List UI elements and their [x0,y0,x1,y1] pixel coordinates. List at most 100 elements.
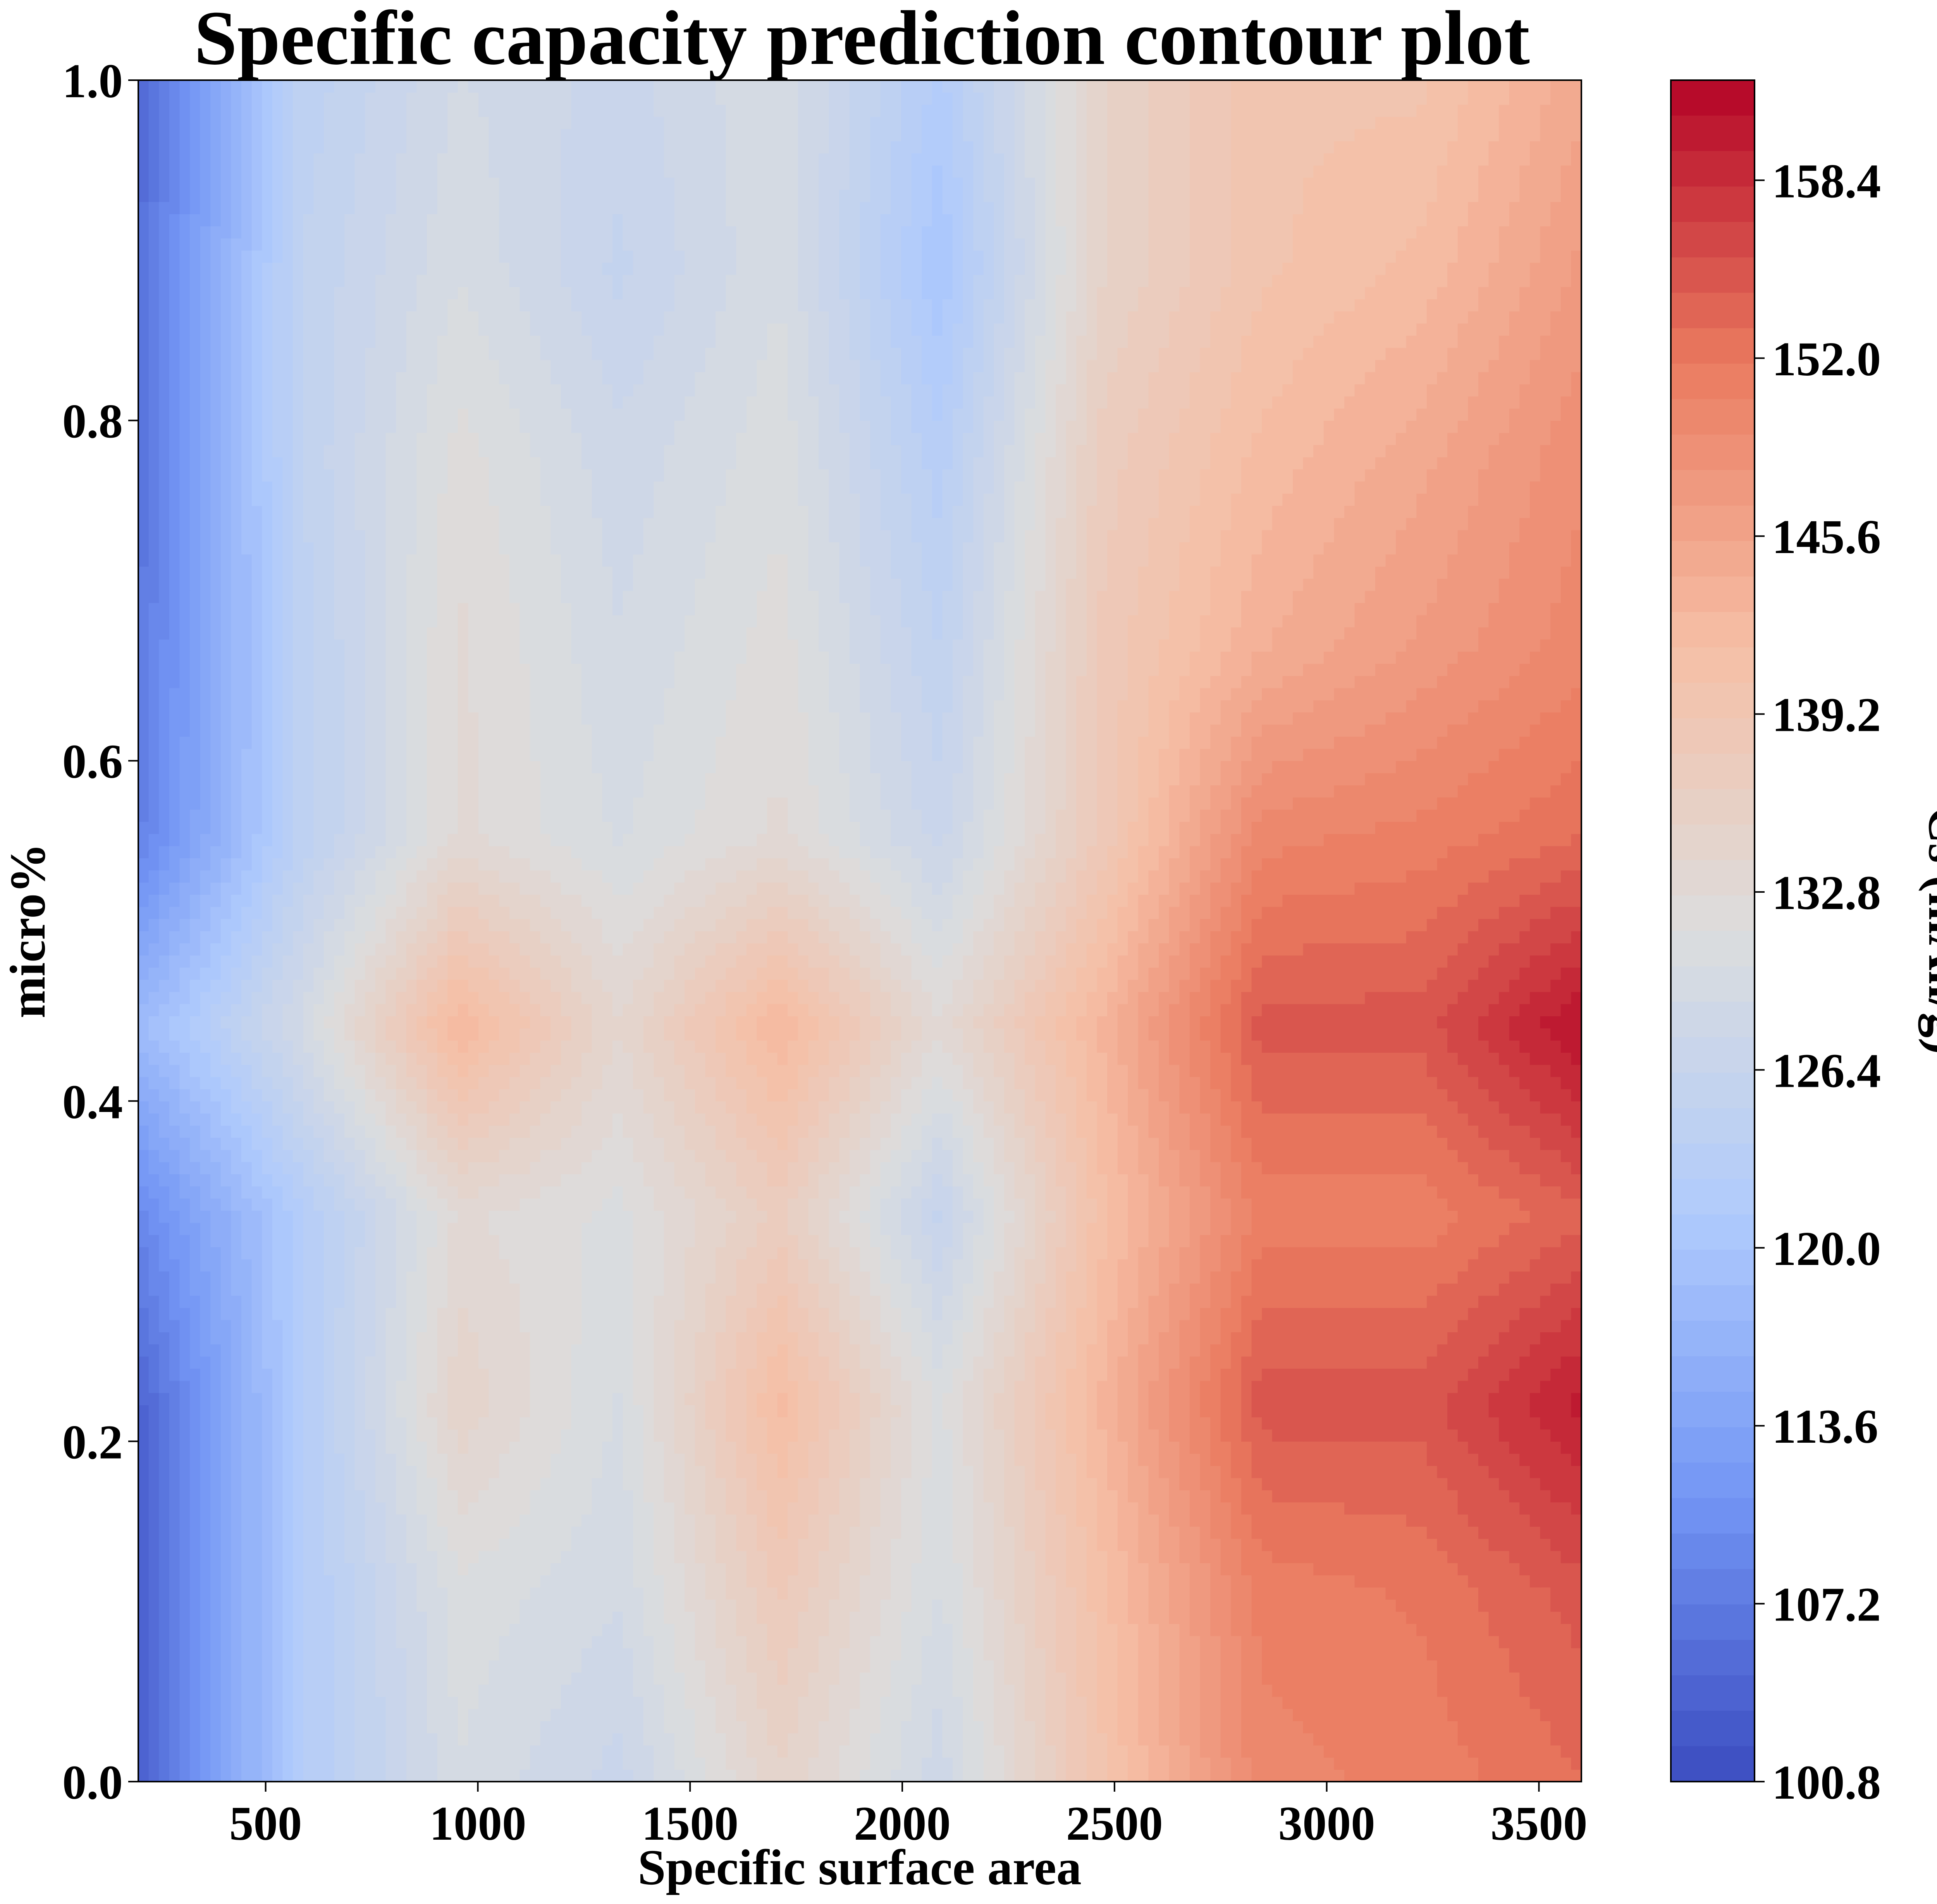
contour-cell [344,1721,355,1734]
contour-cell [458,1550,469,1563]
contour-cell [427,1708,438,1721]
contour-cell [1138,1624,1149,1636]
contour-cell [1179,1684,1190,1697]
contour-cell [1128,1575,1139,1588]
contour-cell [1138,1380,1149,1393]
contour-cell [1014,1417,1025,1430]
contour-cell [581,1417,592,1430]
contour-cell [716,1514,726,1527]
contour-cell [159,1587,170,1600]
contour-cell [344,1599,355,1612]
contour-cell [1014,1502,1025,1515]
contour-cell [1375,1405,1386,1418]
contour-cell [922,1526,932,1539]
contour-cell [819,1526,829,1539]
contour-cell [1560,1441,1572,1454]
contour-cell [726,1526,737,1539]
contour-cell [581,1769,592,1782]
contour-cell [1117,1478,1128,1490]
contour-cell [1457,1405,1469,1418]
contour-cell [1303,1636,1314,1648]
contour-cell [190,1344,201,1357]
contour-cell [1220,1441,1232,1454]
contour-cell [819,1550,829,1563]
contour-cell [540,1757,551,1770]
contour-cell [220,1344,232,1357]
contour-cell [798,1636,809,1648]
contour-cell [437,1757,448,1770]
contour-cell [1189,1636,1201,1648]
contour-cell [1406,1490,1417,1503]
contour-cell [1035,1721,1046,1734]
contour-cell [767,1478,778,1490]
contour-cell [839,1356,850,1369]
contour-cell [1117,1708,1128,1721]
contour-cell [1097,1441,1108,1454]
contour-cell [1169,1356,1180,1369]
contour-cell [901,1708,912,1721]
contour-cell [571,1599,582,1612]
contour-cell [1200,1611,1211,1624]
contour-cell [983,1624,994,1636]
contour-cell [1025,1380,1036,1393]
contour-cell [354,1441,366,1454]
contour-cell [416,1757,427,1770]
contour-cell [1035,1684,1046,1697]
contour-cell [1354,1368,1366,1381]
contour-cell [1550,1380,1561,1393]
contour-cell [1519,1526,1530,1539]
contour-cell [550,1708,561,1721]
contour-cell [1220,1514,1232,1527]
contour-cell [354,1368,366,1381]
contour-cell [592,1392,603,1406]
contour-cell [406,1466,417,1478]
contour-cell [602,1721,613,1734]
contour-cell [1066,1587,1077,1600]
contour-cell [829,1648,840,1661]
contour-cell [282,1526,293,1539]
contour-cell [643,1721,654,1734]
contour-cell [1385,1478,1396,1490]
contour-cell [1117,1368,1128,1381]
contour-cell [1148,1660,1159,1673]
contour-cell [530,1490,541,1503]
contour-cell [1468,1587,1479,1600]
contour-cell [1014,1392,1025,1406]
contour-cell [138,1684,149,1697]
contour-cell [303,1733,314,1746]
contour-cell [251,1708,263,1721]
contour-cell [1035,1648,1046,1661]
contour-cell [705,1708,716,1721]
contour-cell [1251,1526,1262,1539]
contour-cell [1107,1757,1118,1770]
contour-cell [540,1368,551,1381]
contour-cell [1200,1684,1211,1697]
contour-cell [1056,1550,1067,1563]
contour-cell [499,1708,510,1721]
contour-cell [1303,1648,1314,1661]
contour-cell [1241,1757,1252,1770]
contour-cell [1499,1526,1510,1539]
contour-cell [272,1478,283,1490]
contour-cell [633,1514,644,1527]
contour-cell [1334,1611,1345,1624]
contour-cell [1447,1769,1458,1782]
contour-cell [1066,1514,1077,1527]
contour-cell [416,1356,427,1369]
contour-cell [1416,1769,1427,1782]
contour-cell [942,1429,953,1442]
contour-cell [819,1672,829,1685]
contour-cell [1169,1380,1180,1393]
contour-cell [1426,1514,1438,1527]
contour-cell [1251,1769,1262,1782]
contour-cell [1128,1417,1139,1430]
contour-cell [1293,1380,1304,1393]
contour-cell [1478,1490,1489,1503]
contour-cell [952,1636,963,1648]
contour-cell [757,1405,767,1418]
contour-cell [1509,1514,1520,1527]
contour-cell [860,1769,870,1782]
contour-cell [323,1466,335,1478]
contour-cell [777,1563,788,1576]
contour-cell [458,1684,469,1697]
